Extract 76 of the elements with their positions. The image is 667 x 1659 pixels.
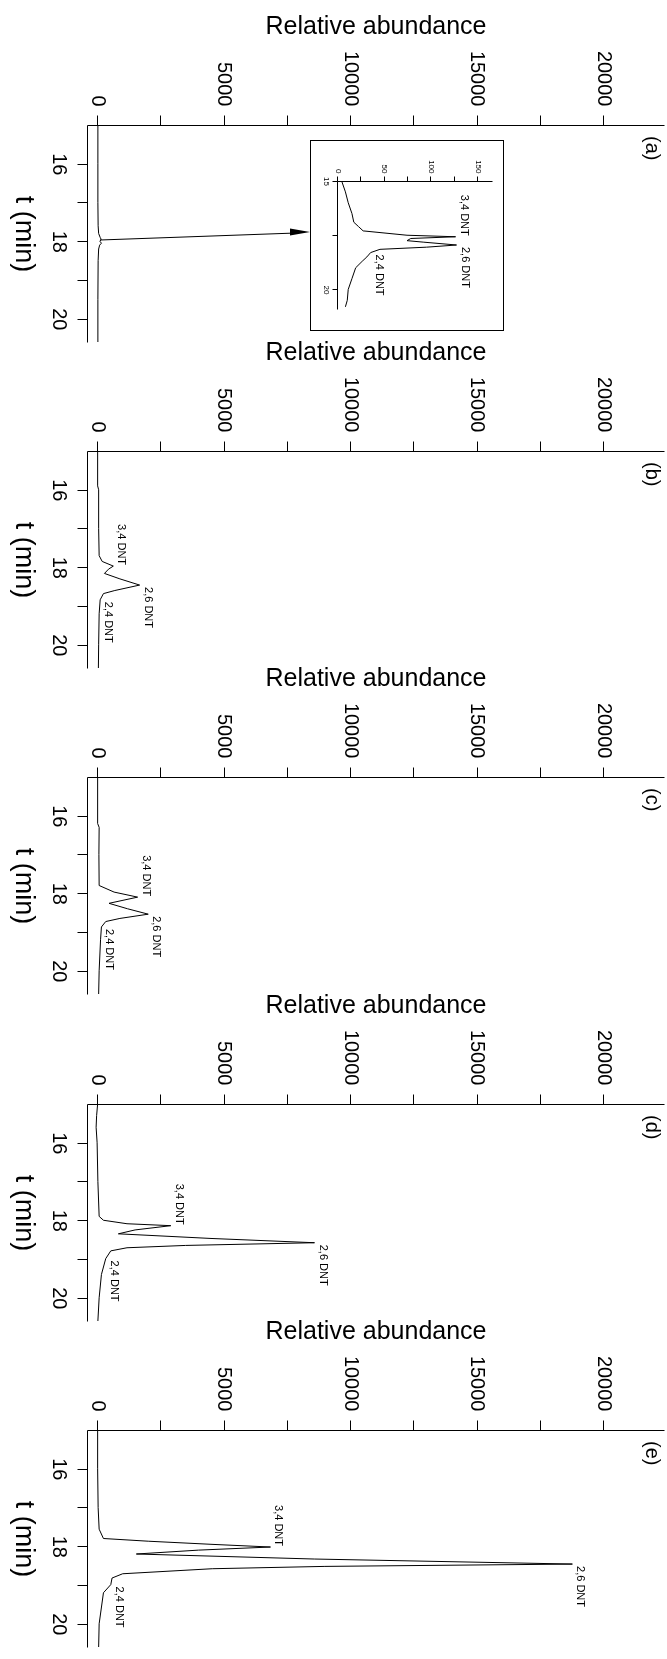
x-tick-label: 5000 [214,388,237,433]
x-axis-title: Relative abundance [265,1315,487,1344]
x-axis-title: Relative abundance [265,989,487,1018]
y-tick-label: 20 [48,960,71,983]
annotation: 2,4 DNT [103,601,116,644]
y-tick-label: 20 [48,308,71,331]
y-tick-label: 16 [48,1132,71,1155]
x-tick-label: 15000 [467,1029,490,1086]
x-tick-label: 10000 [340,376,363,433]
y-tick-label: 16 [48,153,71,176]
text: (a) [642,136,664,161]
y-tick-label: 20 [48,634,71,657]
x-tick-label: 50 [380,164,390,175]
annotation: 2,4 DNT [104,928,117,971]
annotation: 2,6 DNT [317,1244,330,1286]
y-axis-title: t (min) [9,847,40,925]
x-tick-label: 5000 [214,62,237,107]
x-tick-label: 5000 [214,714,237,759]
x-tick-label: 100 [426,160,436,175]
x-tick-label: 10000 [340,50,363,107]
x-tick-label: 15000 [467,702,490,759]
annotation: 2,4 DNT [108,1260,121,1302]
y-tick-label: 18 [48,1535,71,1558]
x-tick-label: 20000 [593,50,616,107]
annotation: 2,6 DNT [575,1566,588,1608]
text: (e) [642,1441,664,1466]
text: (c) [642,788,664,812]
x-tick-label: 5000 [214,1367,237,1412]
annotation: 2,6 DNT [151,916,164,958]
x-tick-label: 10000 [340,1029,363,1086]
y-tick-label: 20 [321,285,331,295]
x-tick-label: 15000 [467,376,490,433]
y-tick-label: 18 [48,882,71,905]
annotation: 2,4 DNT [373,254,386,296]
y-tick-label: 15 [321,177,331,187]
annotation: 3,4 DNT [458,194,471,237]
y-axis-title: t (min) [9,1500,40,1578]
x-axis-title: Relative abundance [265,10,487,39]
y-tick-label: 18 [48,556,71,579]
y-tick-label: 16 [48,479,71,502]
x-tick-label: 20000 [593,1355,616,1412]
y-axis-title: t (min) [9,195,40,273]
y-tick-label: 16 [48,1458,71,1481]
x-tick-label: 0 [87,1074,110,1086]
annotation: 3,4 DNT [173,1183,186,1225]
x-tick-label: 0 [87,1400,110,1412]
y-tick-label: 18 [48,230,71,253]
x-tick-label: 20000 [593,376,616,433]
x-tick-label: 0 [333,169,343,175]
x-tick-label: 0 [87,95,110,107]
x-axis-title: Relative abundance [265,336,487,365]
x-tick-label: 20000 [593,1029,616,1086]
x-tick-label: 15000 [467,1355,490,1412]
y-axis-title: t (min) [9,1174,40,1252]
annotation: 3,4 DNT [273,1505,286,1547]
y-tick-label: 20 [48,1613,71,1636]
x-tick-label: 0 [87,421,110,433]
annotation: 2,6 DNT [142,587,155,629]
y-axis-title: t (min) [9,521,40,599]
x-tick-label: 15000 [467,50,490,107]
x-tick-label: 10000 [340,702,363,759]
x-tick-label: 10000 [340,1355,363,1412]
annotation: 2,6 DNT [459,247,472,289]
y-tick-label: 20 [48,1287,71,1310]
annotation: 3,4 DNT [116,524,129,566]
x-tick-label: 5000 [214,1041,237,1086]
y-tick-label: 18 [48,1209,71,1232]
x-tick-label: 0 [87,747,110,759]
x-tick-label: 20000 [593,702,616,759]
annotation: 2,4 DNT [113,1586,126,1628]
text: (b) [642,462,664,487]
annotation: 3,4 DNT [140,855,153,897]
text: (d) [642,1115,664,1140]
x-axis-title: Relative abundance [265,662,487,691]
y-tick-label: 16 [48,805,71,828]
x-tick-label: 150 [473,160,483,175]
